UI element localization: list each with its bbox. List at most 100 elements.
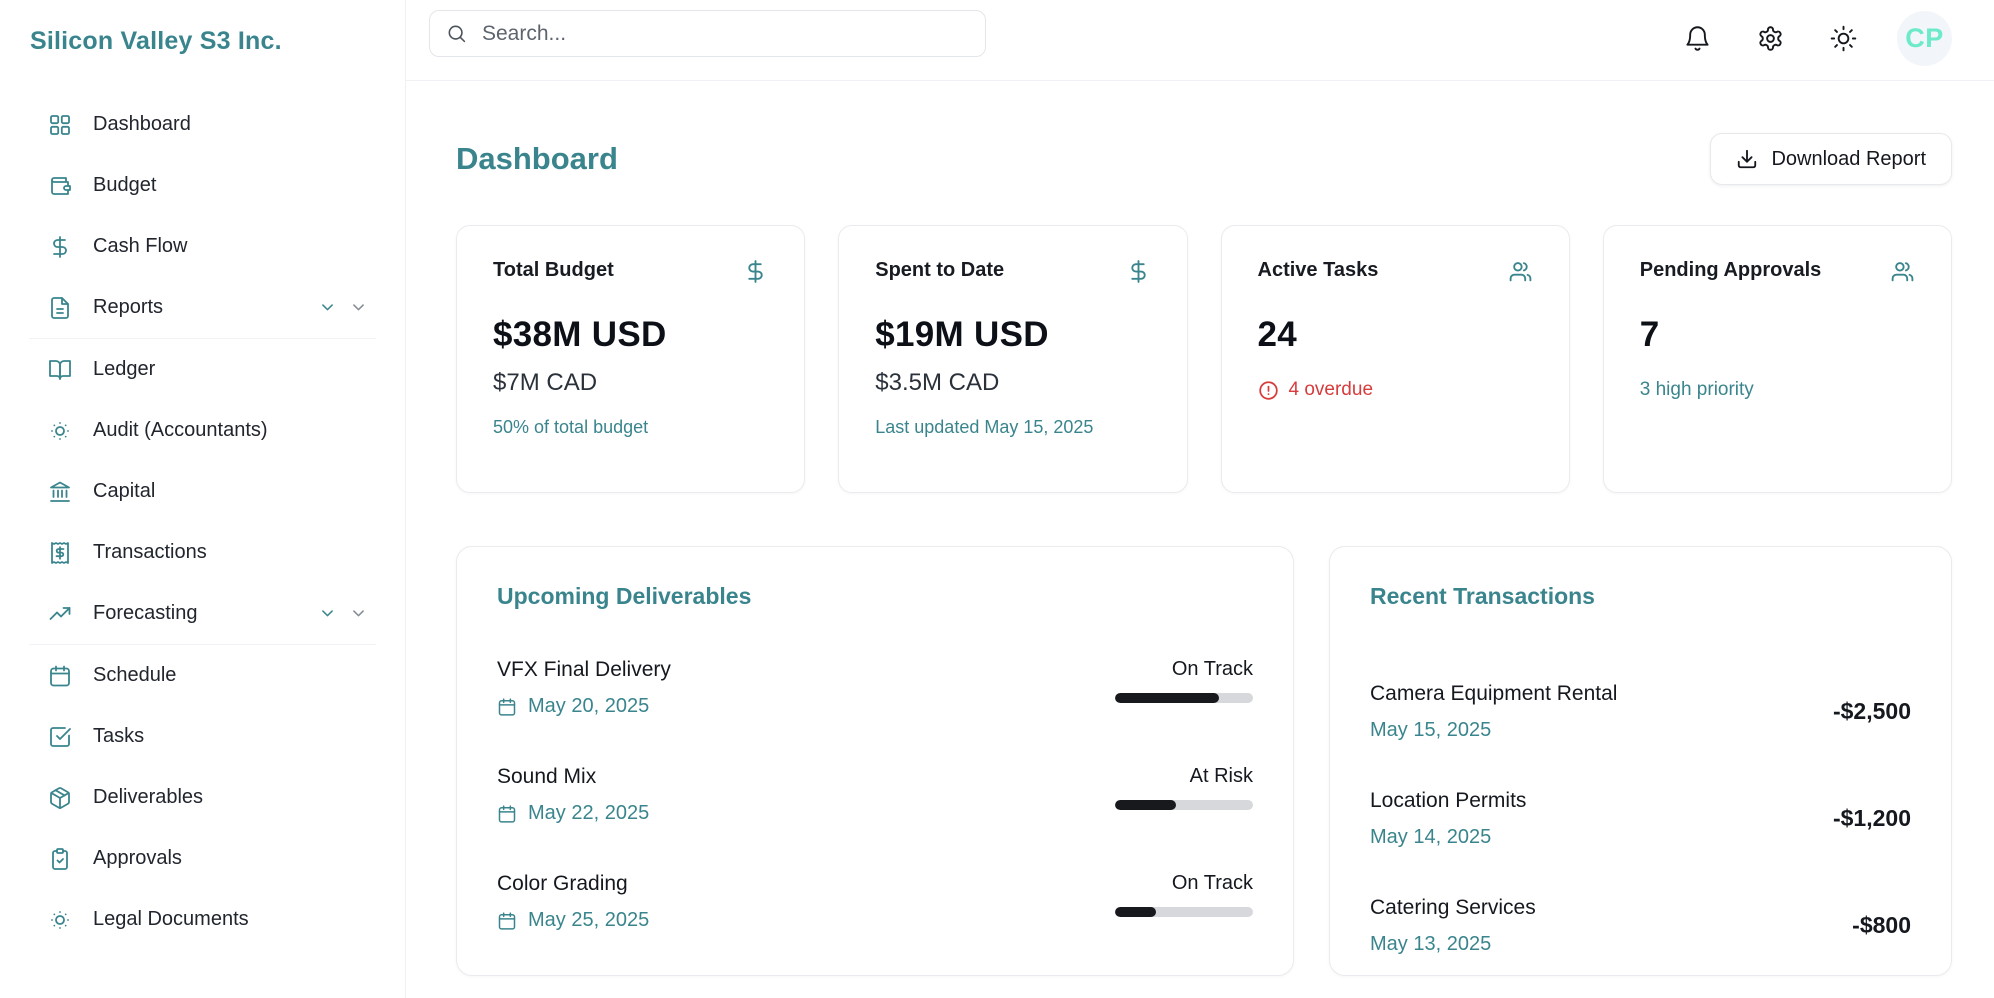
sidebar-item-label: Schedule: [93, 664, 177, 686]
sidebar-item-schedule[interactable]: Schedule: [0, 645, 405, 706]
page-head: Dashboard Download Report: [456, 133, 1952, 185]
book-open-icon: [48, 358, 72, 382]
calendar-icon: [48, 664, 72, 688]
bank-icon: [48, 480, 72, 504]
deliverable-name: Color Grading: [497, 872, 628, 895]
stat-value: $38M USD: [493, 315, 667, 354]
download-icon: [1736, 148, 1758, 170]
chevron-down-icon[interactable]: [319, 605, 336, 622]
sun-dim-icon: [48, 908, 72, 932]
sidebar-item-approvals[interactable]: Approvals: [0, 828, 405, 889]
package-icon: [48, 786, 72, 810]
dashboard-grid-icon: [48, 113, 72, 137]
brand-title: Silicon Valley S3 Inc.: [30, 27, 282, 55]
sun-icon: [1830, 25, 1857, 52]
progress-bar-fill: [1115, 693, 1219, 703]
nav-divider: [29, 644, 376, 645]
file-text-icon: [48, 296, 72, 320]
forecasting-expand-controls: [319, 605, 367, 622]
dollar-icon: [743, 259, 768, 284]
stat-label: Active Tasks: [1257, 259, 1379, 281]
sidebar-item-label: Budget: [93, 174, 157, 196]
sidebar-item-label: Approvals: [93, 847, 182, 869]
sidebar-item-legal-documents[interactable]: Legal Documents: [0, 889, 405, 950]
deliverable-row: Color Grading May 25, 2025 On Track: [497, 872, 1253, 979]
panel-title: Recent Transactions: [1370, 583, 1595, 609]
sidebar-item-ledger[interactable]: Ledger: [0, 339, 405, 400]
panel-title: Upcoming Deliverables: [497, 583, 752, 609]
trending-up-icon: [48, 602, 72, 626]
search-icon: [446, 23, 467, 44]
deliverable-date: May 20, 2025: [528, 695, 650, 717]
transaction-amount: -$1,200: [1832, 805, 1911, 831]
avatar[interactable]: CP: [1897, 10, 1952, 66]
stat-value: $19M USD: [875, 315, 1049, 354]
download-report-label: Download Report: [1771, 147, 1926, 170]
bottom-panels: Upcoming Deliverables VFX Final Delivery…: [456, 546, 1952, 976]
search-input[interactable]: [480, 20, 969, 47]
avatar-initials: CP: [1905, 22, 1944, 53]
sidebar-item-forecasting[interactable]: Forecasting: [0, 583, 405, 644]
gear-icon: [1757, 25, 1784, 52]
dollar-icon: [1126, 259, 1151, 284]
sidebar-item-cash-flow[interactable]: Cash Flow: [0, 216, 405, 277]
wallet-icon: [48, 174, 72, 198]
stat-value: 7: [1639, 315, 1660, 354]
notifications-button[interactable]: [1684, 25, 1711, 52]
sidebar-item-label: Cash Flow: [93, 235, 188, 257]
transaction-name: Camera Equipment Rental: [1370, 681, 1618, 705]
stat-label: Spent to Date: [875, 259, 1005, 281]
deliverable-row: VFX Final Delivery May 20, 2025 On Track: [497, 658, 1253, 765]
stat-card-total-budget: Total Budget $38M USD $7M CAD 50% of tot…: [456, 225, 806, 493]
deliverable-name: Sound Mix: [497, 765, 597, 788]
stat-note: 3 high priority: [1639, 379, 1754, 400]
deliverable-date: May 25, 2025: [528, 909, 650, 931]
sidebar-nav: Dashboard Budget Cash Flow Reports: [0, 94, 405, 950]
deliverable-date: May 22, 2025: [528, 802, 650, 824]
chevron-down-icon[interactable]: [350, 605, 367, 622]
transaction-row: Catering Services May 13, 2025 -$800: [1370, 872, 1911, 979]
stat-secondary-value: $7M CAD: [493, 369, 598, 396]
topbar-actions: CP: [1684, 10, 1952, 66]
deliverable-name: VFX Final Delivery: [497, 658, 671, 681]
recent-transactions-panel: Recent Transactions Camera Equipment Ren…: [1329, 546, 1952, 976]
sidebar-item-audit[interactable]: Audit (Accountants): [0, 400, 405, 461]
sidebar-item-budget[interactable]: Budget: [0, 155, 405, 216]
transaction-date: May 14, 2025: [1370, 825, 1492, 848]
transaction-name: Catering Services: [1370, 895, 1536, 919]
chevron-down-icon[interactable]: [350, 299, 367, 316]
users-icon: [1890, 259, 1915, 284]
deliverable-status: On Track: [1171, 658, 1253, 680]
stat-value: 24: [1257, 315, 1298, 354]
sidebar-item-label: Ledger: [93, 358, 156, 380]
clipboard-check-icon: [48, 847, 72, 871]
stats-row: Total Budget $38M USD $7M CAD 50% of tot…: [456, 225, 1952, 493]
deliverable-status: On Track: [1171, 872, 1253, 894]
theme-toggle-button[interactable]: [1830, 25, 1857, 52]
sidebar-item-transactions[interactable]: Transactions: [0, 522, 405, 583]
stat-note: 50% of total budget: [493, 417, 649, 437]
stat-note: Last updated May 15, 2025: [875, 417, 1094, 437]
progress-bar-fill: [1115, 800, 1176, 810]
stat-label: Total Budget: [493, 259, 614, 281]
sidebar-item-deliverables[interactable]: Deliverables: [0, 767, 405, 828]
settings-button[interactable]: [1757, 25, 1784, 52]
search-box[interactable]: [429, 10, 986, 57]
sidebar-item-reports[interactable]: Reports: [0, 277, 405, 338]
transaction-date: May 15, 2025: [1370, 718, 1492, 741]
reports-expand-controls: [319, 299, 367, 316]
sidebar-item-dashboard[interactable]: Dashboard: [0, 94, 405, 155]
download-report-button[interactable]: Download Report: [1710, 133, 1952, 185]
check-square-icon: [48, 725, 72, 749]
sidebar-item-label: Audit (Accountants): [93, 419, 268, 441]
sidebar-item-capital[interactable]: Capital: [0, 461, 405, 522]
page-title: Dashboard: [456, 141, 618, 176]
main-content: Dashboard Download Report Total Budget $…: [406, 81, 1994, 998]
alert-circle-icon: [1258, 380, 1279, 401]
sidebar-item-label: Transactions: [93, 541, 207, 563]
stat-card-pending-approvals: Pending Approvals 7 3 high priority: [1602, 225, 1952, 493]
sidebar-item-label: Deliverables: [93, 786, 204, 808]
calendar-icon: [497, 911, 517, 931]
sidebar-item-tasks[interactable]: Tasks: [0, 706, 405, 767]
chevron-down-icon[interactable]: [319, 299, 336, 316]
